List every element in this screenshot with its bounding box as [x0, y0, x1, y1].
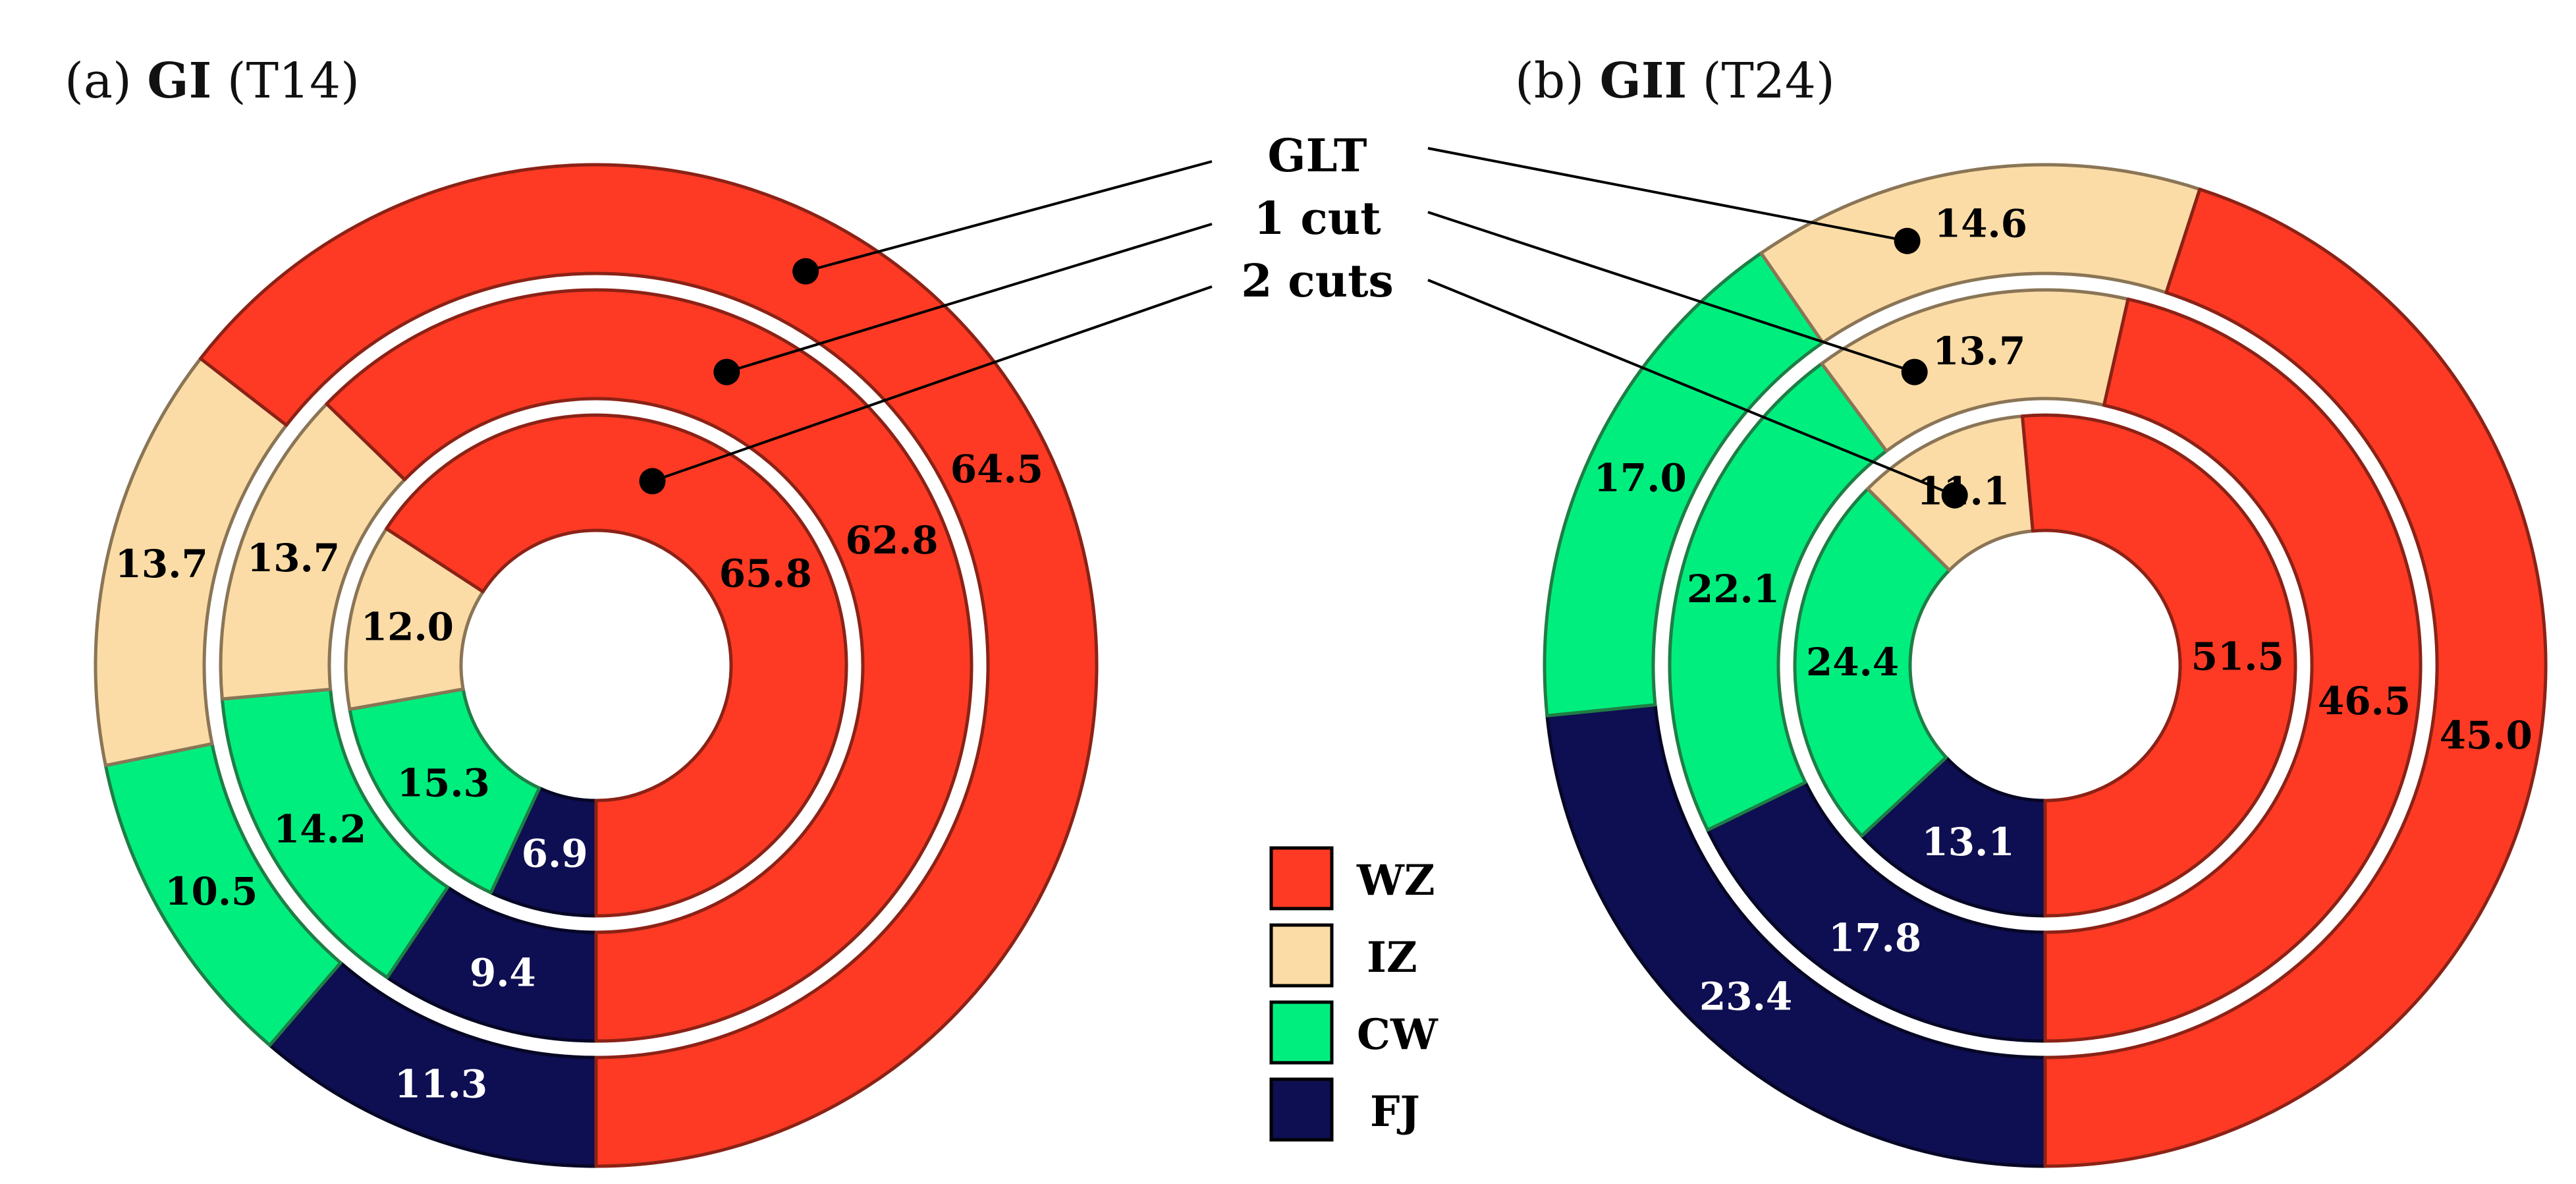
- slice-b-glt-fj: [1545, 703, 2047, 1168]
- label-a-glt-iz: 13.7: [115, 542, 208, 586]
- slice-b-1-cut-wz: [2043, 297, 2423, 1043]
- label-b-2-cuts-cw: 24.4: [1806, 640, 1899, 685]
- ring-label-2-cuts: 2 cuts: [1241, 255, 1394, 308]
- legend-label-wz: WZ: [1356, 856, 1435, 905]
- leader-dot-b-2-cuts: [1941, 482, 1968, 509]
- slice-b-1-cut-fj: [1706, 780, 2047, 1043]
- slice-a-1-cut-wz: [325, 288, 973, 1043]
- label-b-2-cuts-wz: 51.5: [2191, 634, 2284, 679]
- slice-a-2-cuts-iz: [344, 526, 485, 712]
- slice-a-2-cuts-wz: [385, 413, 848, 918]
- ring-label-glt: GLT: [1268, 130, 1367, 183]
- slice-b-1-cut-cw: [1668, 362, 1888, 832]
- label-a-1-cut-cw: 14.2: [273, 807, 366, 852]
- label-a-2-cuts-fj: 6.9: [522, 832, 588, 876]
- label-a-2-cuts-iz: 12.0: [361, 605, 454, 650]
- leader-dot-a-glt: [792, 258, 819, 285]
- leader-dot-b-glt: [1894, 227, 1921, 254]
- label-a-glt-cw: 10.5: [165, 869, 258, 914]
- leader-line-a-1-cut: [726, 223, 1213, 374]
- slice-b-glt-wz: [2043, 187, 2548, 1168]
- label-b-glt-fj: 23.4: [1699, 974, 1792, 1019]
- legend-label-cw: CW: [1357, 1010, 1439, 1059]
- leader-line-a-2-cuts: [651, 285, 1213, 483]
- legend: WZ IZ CW FJ: [1269, 846, 1439, 1142]
- panel-a-title-prefix: (a): [65, 53, 132, 109]
- slice-b-2-cuts-wz: [2020, 413, 2297, 918]
- slice-a-2-cuts-cw: [348, 687, 541, 895]
- panel-a-title-suffix: (T14): [227, 53, 360, 109]
- leader-line-a-glt: [805, 160, 1213, 273]
- panel-a-title: (a) GI (T14): [65, 53, 360, 109]
- legend-label-iz: IZ: [1367, 933, 1417, 982]
- label-a-glt-wz: 64.5: [950, 447, 1043, 492]
- label-b-1-cut-wz: 46.5: [2318, 679, 2411, 723]
- label-b-glt-cw: 17.0: [1594, 455, 1687, 500]
- ring-leader-lines: [639, 147, 1968, 509]
- leader-dot-a-1-cut: [713, 358, 740, 385]
- legend-swatch-iz: [1269, 923, 1334, 988]
- label-a-2-cuts-wz: 65.8: [719, 551, 812, 596]
- label-b-1-cut-iz: 13.7: [1932, 329, 2025, 374]
- legend-swatch-wz: [1269, 846, 1334, 911]
- label-a-2-cuts-cw: 15.3: [397, 761, 490, 806]
- label-b-glt-wz: 45.0: [2440, 713, 2533, 758]
- leader-dot-b-1-cut: [1901, 358, 1928, 385]
- panel-a-donut: 11.3 10.5 13.7 64.5 9.4 14.2 13.7 62.8 6.9 15.3 12…: [94, 163, 1099, 1168]
- label-b-glt-iz: 14.6: [1934, 202, 2027, 246]
- panel-b-donut: 23.4 17.0 14.6 45.0 17.8 22.1 13.7 46.5 13.1 24.4…: [1543, 163, 2548, 1168]
- legend-swatch-fj: [1269, 1077, 1334, 1142]
- label-a-glt-fj: 11.3: [395, 1061, 487, 1106]
- leader-line-b-glt: [1427, 147, 1907, 242]
- slice-b-2-cuts-cw: [1793, 487, 1952, 838]
- legend-swatch-cw: [1269, 1000, 1334, 1065]
- ring-label-1-cut: 1 cut: [1253, 192, 1381, 245]
- leader-dot-a-2-cuts: [639, 468, 666, 495]
- panel-b-title: (b) GII (T24): [1515, 53, 1835, 109]
- label-b-2-cuts-fj: 13.1: [1921, 820, 2014, 864]
- panel-b-title-suffix: (T24): [1703, 53, 1835, 109]
- leader-line-b-2-cuts: [1427, 279, 1956, 497]
- panel-b-title-bold: GII: [1600, 53, 1687, 109]
- label-a-1-cut-iz: 13.7: [247, 536, 340, 580]
- legend-label-fj: FJ: [1370, 1087, 1420, 1137]
- label-a-1-cut-wz: 62.8: [845, 518, 938, 563]
- panel-b-title-prefix: (b): [1515, 53, 1584, 109]
- panel-a-title-bold: GI: [147, 53, 211, 109]
- leader-line-b-1-cut: [1427, 211, 1915, 374]
- slice-a-glt-wz: [198, 163, 1099, 1168]
- slice-b-2-cuts-fj: [1860, 756, 2047, 918]
- label-a-1-cut-fj: 9.4: [470, 950, 536, 995]
- label-b-1-cut-fj: 17.8: [1828, 915, 1921, 960]
- label-b-1-cut-cw: 22.1: [1687, 567, 1780, 611]
